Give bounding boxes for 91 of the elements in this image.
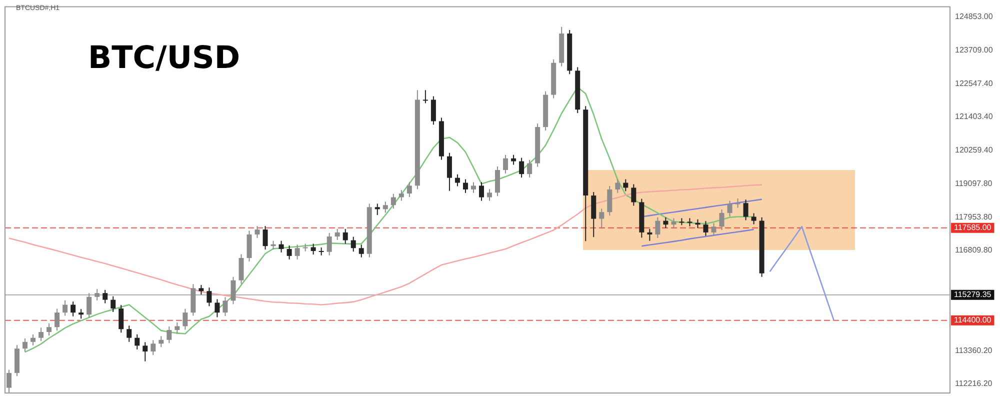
candlestick [743, 199, 748, 221]
candlestick [462, 178, 468, 194]
candlestick [230, 276, 236, 305]
candlestick [479, 182, 484, 202]
candlestick [527, 159, 532, 178]
candlestick [110, 296, 116, 312]
candlestick [46, 322, 52, 336]
y-tick-label: 113360.20 [955, 346, 993, 355]
candlestick [470, 182, 476, 194]
candlestick [390, 193, 396, 210]
y-tick-label: 122547.40 [955, 79, 994, 88]
candlestick [182, 308, 188, 330]
candlestick [487, 188, 492, 202]
candlestick [422, 90, 428, 104]
candlestick [262, 226, 268, 250]
candlestick [238, 254, 244, 284]
candlestick [54, 308, 60, 332]
candlestick [310, 243, 316, 255]
candlestick [631, 184, 636, 206]
candlestick [62, 300, 68, 316]
ref-line-label: 117585.00 [954, 223, 992, 232]
y-tick-label: 112216.20 [955, 379, 993, 388]
candlestick [206, 287, 212, 307]
candlestick [22, 338, 28, 352]
candlestick [158, 336, 164, 348]
candlestick [430, 96, 436, 126]
candlestick [302, 243, 308, 252]
candlestick [406, 182, 412, 198]
candlestick [166, 326, 172, 344]
candlestick [655, 216, 660, 238]
candlestick [38, 327, 44, 342]
candlestick [134, 334, 140, 350]
candlestick [334, 228, 340, 240]
candlestick [102, 289, 108, 304]
candlestick [751, 212, 756, 225]
candlestick [214, 298, 220, 318]
candlestick [254, 226, 260, 238]
candlestick [142, 342, 148, 362]
y-tick-label: 123709.00 [955, 45, 994, 54]
text: BTC/USD [88, 40, 240, 76]
candlestick [727, 200, 732, 217]
candlestick [6, 369, 12, 393]
candlestick [326, 232, 332, 256]
candlestick [30, 334, 36, 346]
candlestick [198, 284, 204, 296]
candlestick [398, 190, 404, 202]
candlestick [174, 322, 180, 334]
candlestick [663, 216, 668, 229]
candlestick [78, 308, 84, 320]
candlestick [495, 166, 500, 197]
candlestick [278, 240, 284, 253]
y-tick-label: 121403.40 [955, 112, 994, 122]
candlestick [126, 325, 132, 342]
candlestick [70, 301, 76, 317]
candlestick [623, 178, 628, 192]
ref-line-label: 115279.35 [954, 290, 992, 300]
candlestick [591, 192, 596, 238]
candlestick [94, 288, 100, 301]
candlestick [246, 230, 252, 262]
candlestick [519, 157, 524, 178]
candlestick [318, 247, 324, 256]
candlestick [286, 244, 292, 260]
candlestick [719, 208, 724, 231]
candlestick [503, 154, 508, 174]
y-tick-label: 116809.80 [955, 246, 993, 255]
candlestick [511, 154, 516, 166]
candlestick [454, 174, 460, 187]
candlestick [647, 228, 652, 242]
candlestick [358, 244, 364, 258]
y-tick-label: 124853.00 [955, 12, 994, 22]
candlestick [671, 218, 676, 229]
candlestick [703, 220, 708, 236]
y-tick-label: 120259.40 [955, 145, 994, 154]
candlestick [350, 236, 356, 252]
ref-line-label: 114400.00 [954, 316, 992, 325]
candlestick [607, 185, 612, 216]
y-tick-label: 117953.80 [955, 212, 993, 222]
candlestick [615, 178, 620, 194]
y-tick-label: 119097.80 [955, 179, 993, 188]
candlestick [374, 203, 380, 216]
candlestick [382, 201, 388, 214]
candlestick [222, 296, 228, 317]
candlestick [150, 340, 156, 356]
candlestick [599, 208, 604, 230]
candlestick [735, 198, 740, 208]
candlestick [342, 228, 348, 244]
candlestick [711, 222, 716, 236]
candlestick [118, 304, 124, 334]
candlestick [86, 292, 92, 318]
candlestick [446, 152, 452, 192]
candlestick [294, 244, 300, 260]
